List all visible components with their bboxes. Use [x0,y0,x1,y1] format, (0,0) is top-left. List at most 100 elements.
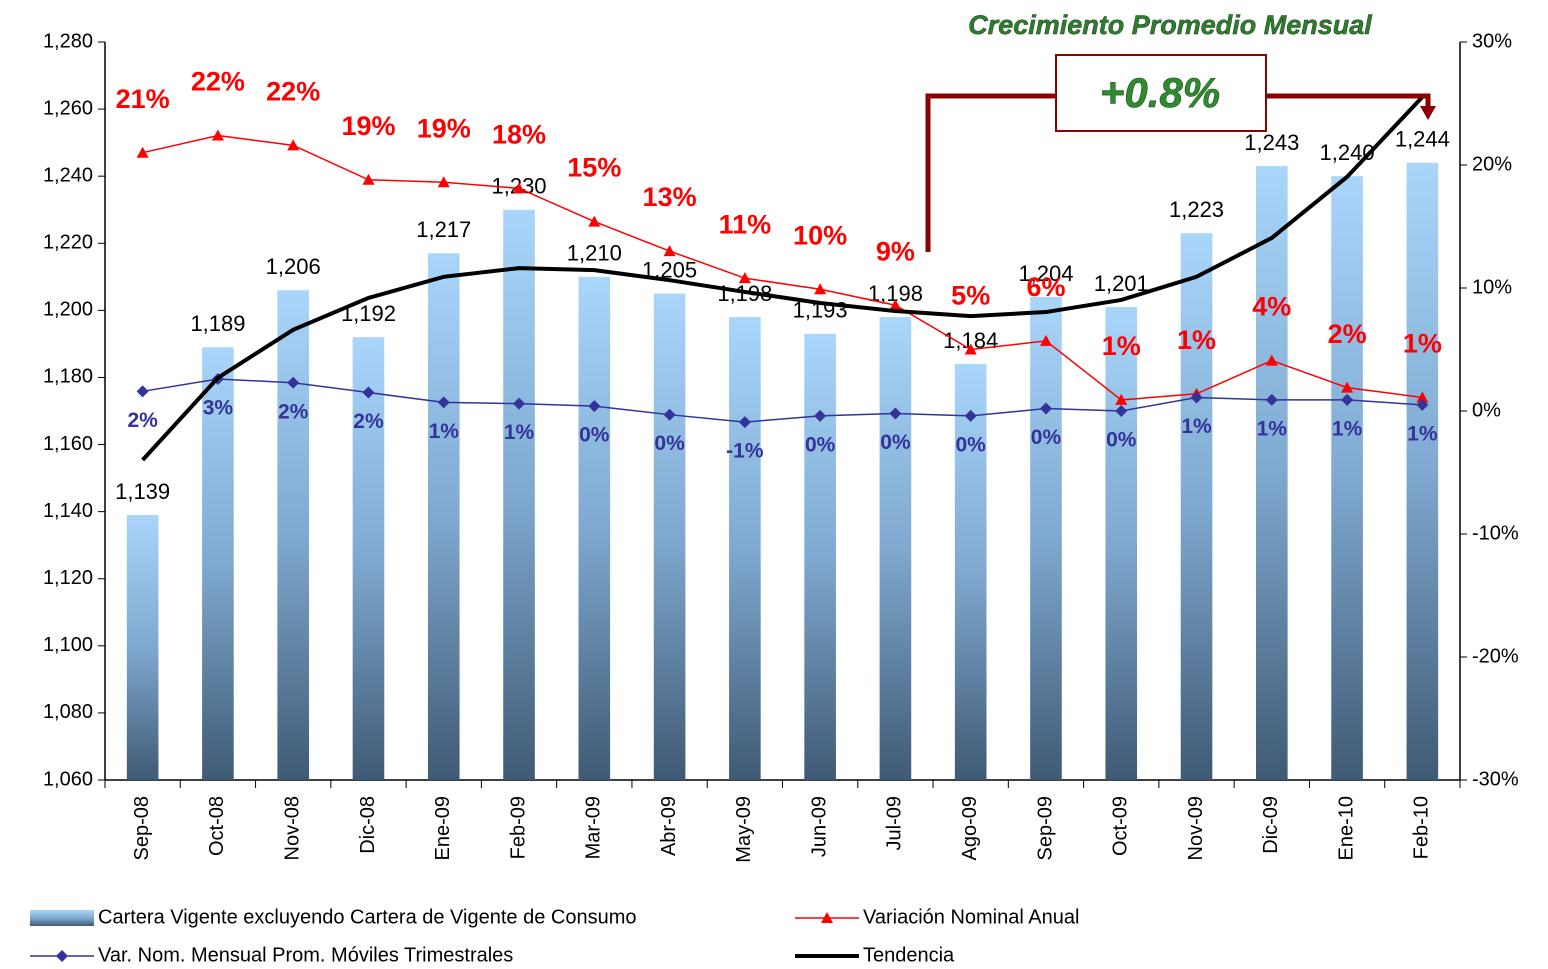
bar-value-label: 1,206 [266,254,321,279]
line-value-label: 1% [1403,329,1442,359]
line-value-label: 22% [266,76,320,106]
x-tick-label: Ene-10 [1335,796,1357,861]
marker [362,173,375,185]
bar [126,514,159,780]
bar [1255,166,1288,781]
y2-tick-label: 20% [1472,153,1512,175]
marker [437,176,450,188]
marker [1341,393,1354,406]
bar-value-label: 1,244 [1395,127,1450,152]
x-tick-label: Jul-09 [884,796,906,850]
line-value-label: 0% [1031,426,1062,449]
x-tick-label: Jun-09 [808,796,830,857]
line-value-label: 22% [191,67,245,97]
legend-label: Var. Nom. Mensual Prom. Móviles Trimestr… [98,944,513,966]
x-tick-label: Ago-09 [959,796,981,861]
x-tick-label: Dic-08 [357,796,379,854]
marker [1416,391,1429,403]
y2-tick-label: -20% [1472,645,1519,667]
marker [136,146,149,158]
line-value-label: 10% [793,220,847,250]
x-tick-label: Feb-09 [507,796,529,859]
y2-tick-label: -30% [1472,768,1519,790]
line-value-label: 1% [1102,331,1141,361]
y-tick-label: 1,240 [43,164,93,186]
x-tick-label: Abr-09 [658,796,680,856]
line-value-label: 9% [876,236,915,266]
line-value-label: 15% [567,153,621,183]
marker [889,299,902,311]
marker [136,385,149,398]
bar [578,276,611,780]
bar-value-label: 1,210 [567,241,622,266]
bar-value-label: 1,204 [1018,261,1073,286]
bar [202,347,234,780]
line-value-label: 0% [654,432,685,455]
marker [964,343,977,355]
marker [211,129,224,141]
legend-label: Variación Nominal Anual [863,906,1079,928]
marker [588,215,601,227]
bar-value-label: 1,240 [1320,140,1375,165]
y-tick-label: 1,080 [43,701,93,723]
bar [503,209,535,780]
legend: Cartera Vigente excluyendo Cartera de Vi… [30,906,1079,966]
plot-area: 1,060 1,080 1,100 1,120 1,140 1,160 1,180 1,200… [43,30,1519,862]
y-tick-label: 1,180 [43,366,93,388]
marker [1039,402,1052,415]
line-value-label: 3% [203,397,234,420]
arrow-head [1420,106,1436,120]
bar [729,317,761,780]
y2-tick-label: 30% [1472,30,1512,52]
marker [588,400,601,413]
line-value-label: 0% [880,431,911,454]
line-value-label: 1% [1181,415,1212,438]
line-value-label: 1% [504,421,535,444]
y2-tick-label: 10% [1472,276,1512,298]
marker [663,408,676,421]
line-value-label: 1% [1407,422,1438,445]
y-tick-label: 1,100 [43,634,93,656]
y2-tick-label: -10% [1472,522,1519,544]
marker [1190,391,1203,404]
bar [804,333,836,780]
bar [653,293,686,780]
marker [663,245,676,257]
marker [738,272,751,284]
y-tick-label: 1,140 [43,500,93,522]
marker [1341,381,1354,393]
bar [352,337,385,780]
y-tick-label: 1,220 [43,232,93,254]
marker [1115,405,1128,417]
bar [1331,176,1363,780]
marker [964,409,977,422]
marker [814,409,827,422]
line-value-label: 19% [341,111,395,141]
line-value-label: 1% [1177,325,1216,355]
x-tick-label: Nov-09 [1185,796,1207,860]
marker [287,139,300,151]
line-value-label: 1% [1257,417,1288,440]
y-tick-label: 1,120 [43,567,93,589]
bar-value-label: 1,139 [115,479,170,504]
line-value-label: 0% [1106,429,1137,452]
y-tick-label: 1,060 [43,768,93,790]
y2-tick-label: 0% [1472,399,1501,421]
x-tick-label: Sep-09 [1034,796,1056,861]
line-series [142,378,1423,423]
marker [821,912,833,923]
bar [1180,233,1213,780]
bar [1105,307,1138,780]
annotation-box [1055,54,1267,132]
line-value-label: 2% [278,400,309,423]
marker [1416,398,1429,411]
line-value-label: 6% [1026,272,1065,302]
marker [56,950,68,962]
line-value-label: 0% [956,433,987,456]
bar [879,317,912,780]
marker [814,283,827,295]
bar-value-label: 1,223 [1169,197,1224,222]
legend-label: Tendencia [863,944,955,966]
line-value-label: 13% [643,182,697,212]
